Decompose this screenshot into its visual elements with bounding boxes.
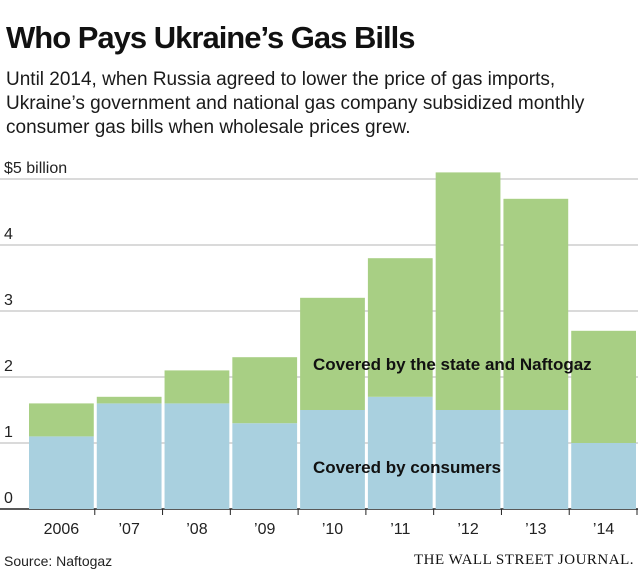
state-bar-segment xyxy=(571,330,636,443)
consumers-bar-segment xyxy=(232,423,298,509)
chart-subtitle: Until 2014, when Russia agreed to lower … xyxy=(6,69,585,138)
x-tick-label: ’08 xyxy=(186,521,207,538)
y-tick-label: 4 xyxy=(4,226,13,243)
labels: 0 1 2 3 4 $5 billion 2006 ’07 ’08 ’09 ’10 ’11 ’12 ’13… xyxy=(4,160,614,538)
state-bar-segment xyxy=(503,198,569,410)
x-tick-label: ’07 xyxy=(118,521,139,538)
x-tick-label: ’10 xyxy=(322,521,343,538)
consumers-bar-segment xyxy=(96,403,162,509)
consumers-bar-segment xyxy=(29,436,94,509)
series-label-consumers: Covered by consumers xyxy=(313,458,501,477)
y-tick-label: 3 xyxy=(4,292,13,309)
consumers-bar-segment xyxy=(503,410,569,509)
x-tick-label: ’14 xyxy=(593,521,614,538)
y-tick-label: 1 xyxy=(4,424,13,441)
x-tick-label: ’12 xyxy=(457,521,478,538)
state-bar-segment xyxy=(367,258,433,397)
series-label-state: Covered by the state and Naftogaz xyxy=(313,355,592,374)
state-bar-segment xyxy=(29,403,94,437)
publisher-logo: THE WALL STREET JOURNAL. xyxy=(413,552,634,568)
consumers-bar-segment xyxy=(164,403,230,509)
x-tick-label: ’13 xyxy=(525,521,546,538)
state-bar-segment xyxy=(232,357,298,424)
chart-title: Who Pays Ukraine’s Gas Bills xyxy=(6,20,415,55)
bars xyxy=(29,172,636,509)
y-tick-label: 2 xyxy=(4,358,13,375)
x-tick-label: 2006 xyxy=(44,521,80,538)
consumers-bar-segment xyxy=(571,443,636,509)
source-note: Source: Naftogaz xyxy=(4,553,113,569)
state-bar-segment xyxy=(164,370,230,404)
state-bar-segment xyxy=(96,396,162,404)
y-tick-label: $5 billion xyxy=(4,160,67,177)
x-tick-label: ’09 xyxy=(254,521,275,538)
consumers-bar-segment xyxy=(300,410,365,509)
x-tick-label: ’11 xyxy=(390,521,410,538)
consumers-bar-segment xyxy=(435,410,501,509)
state-bar-segment xyxy=(435,172,501,410)
consumers-bar-segment xyxy=(367,396,433,509)
state-bar-segment xyxy=(300,297,365,410)
y-tick-label: 0 xyxy=(4,490,13,507)
